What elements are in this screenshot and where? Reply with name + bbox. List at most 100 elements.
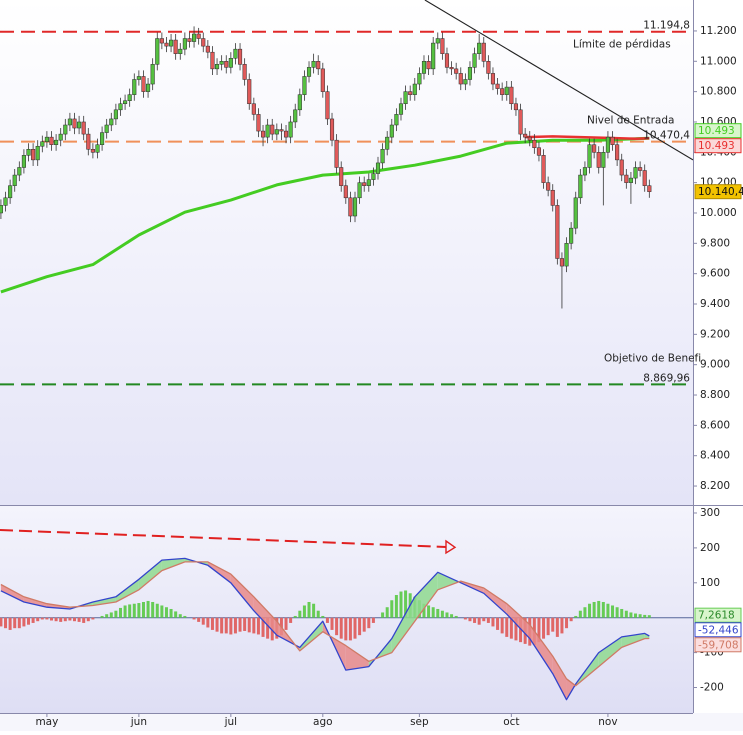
candle-body <box>366 179 371 186</box>
candle-body <box>123 100 128 105</box>
histogram-bar <box>505 617 509 637</box>
candle-body <box>605 136 610 153</box>
candle-body <box>311 61 316 68</box>
candle-body <box>546 182 551 191</box>
histogram-bar <box>100 615 104 618</box>
y-tick-label: 8.200 <box>700 480 730 492</box>
histogram-bar <box>440 610 444 618</box>
price-panel <box>0 0 693 505</box>
x-tick-label: may <box>35 716 58 728</box>
value-badge-label: 10.493 <box>698 140 735 152</box>
histogram-bar <box>289 617 293 623</box>
histogram-bar <box>17 617 21 629</box>
histogram-bar <box>215 617 219 632</box>
y-tick-label: -200 <box>700 682 724 694</box>
candle-body <box>523 133 528 138</box>
candle-body <box>141 76 146 92</box>
y-tick-label: 9.200 <box>700 328 730 340</box>
candle-body <box>362 182 367 186</box>
candle-body <box>26 149 31 156</box>
candle-body <box>348 197 353 217</box>
histogram-bar <box>27 617 31 625</box>
histogram-bar <box>247 617 251 633</box>
histogram-bar <box>574 615 578 618</box>
histogram-bar <box>394 595 398 618</box>
candle-body <box>615 144 620 161</box>
candle-body <box>642 170 647 186</box>
candle-body <box>155 38 160 65</box>
y-tick-label: 11.000 <box>700 55 737 67</box>
candle-body <box>435 38 440 44</box>
candle-body <box>192 33 197 42</box>
candle-body <box>596 152 601 168</box>
histogram-bar <box>390 600 394 618</box>
histogram-bar <box>183 615 187 618</box>
level-value-label: 8.869,96 <box>643 372 690 384</box>
histogram-bar <box>206 617 210 628</box>
candle-body <box>150 64 155 85</box>
histogram-bar <box>141 601 145 618</box>
histogram-bar <box>8 617 12 630</box>
candle-body <box>251 103 256 115</box>
macd-signal-fill <box>161 558 185 571</box>
macd-signal-fill <box>621 633 645 648</box>
candle-body <box>500 88 505 95</box>
candle-body <box>81 121 86 135</box>
histogram-bar <box>201 617 205 625</box>
candle-body <box>159 38 164 44</box>
macd-signal-fill <box>0 584 24 602</box>
candle-body <box>495 83 500 89</box>
histogram-bar <box>229 617 233 635</box>
indicator-line <box>525 135 650 140</box>
candle-body <box>86 133 91 150</box>
histogram-bar <box>381 612 385 618</box>
histogram-bar <box>293 615 297 618</box>
histogram-bar <box>266 617 270 639</box>
candle-body <box>357 182 362 199</box>
histogram-bar <box>638 614 642 618</box>
candle-body <box>532 139 537 149</box>
histogram-bar <box>431 607 435 618</box>
candle-body <box>385 136 390 150</box>
histogram-bar <box>31 617 35 623</box>
candle-body <box>592 144 597 153</box>
histogram-bar <box>155 603 159 618</box>
histogram-bar <box>72 617 76 622</box>
histogram-bar <box>450 614 454 618</box>
histogram-bar <box>169 608 173 618</box>
x-tick-label: oct <box>503 716 519 728</box>
macd-signal-fill <box>138 560 162 590</box>
histogram-bar <box>473 617 477 623</box>
macd-signal-fill <box>414 572 438 622</box>
histogram-bar <box>13 617 17 629</box>
histogram-bar <box>45 617 49 620</box>
histogram-bar <box>578 610 582 618</box>
candle-body <box>44 136 49 142</box>
candle-body <box>306 67 312 77</box>
candle-body <box>564 243 569 267</box>
value-badge <box>694 123 742 139</box>
candle-body <box>95 144 100 153</box>
candle-body <box>371 173 376 180</box>
histogram-bar <box>601 601 605 618</box>
candle-body <box>21 155 26 168</box>
histogram-bar <box>91 617 95 620</box>
candle-body <box>224 61 229 68</box>
histogram-bar <box>109 612 113 618</box>
indicator-line <box>0 561 650 687</box>
y-tick-label: 8.800 <box>700 389 730 401</box>
candle-body <box>477 42 482 54</box>
histogram-bar <box>312 603 316 618</box>
x-tick-label: sep <box>410 716 429 728</box>
candle-body <box>398 103 404 115</box>
candle-body <box>279 129 284 132</box>
x-tick-label: jun <box>130 716 147 728</box>
histogram-bar <box>220 617 224 634</box>
candle-body <box>380 149 385 164</box>
histogram-bar <box>174 611 178 618</box>
candle-body <box>578 174 583 199</box>
candle-body <box>569 227 574 244</box>
level-name: Límite de pérdidas <box>573 39 671 51</box>
histogram-bar <box>615 607 619 618</box>
